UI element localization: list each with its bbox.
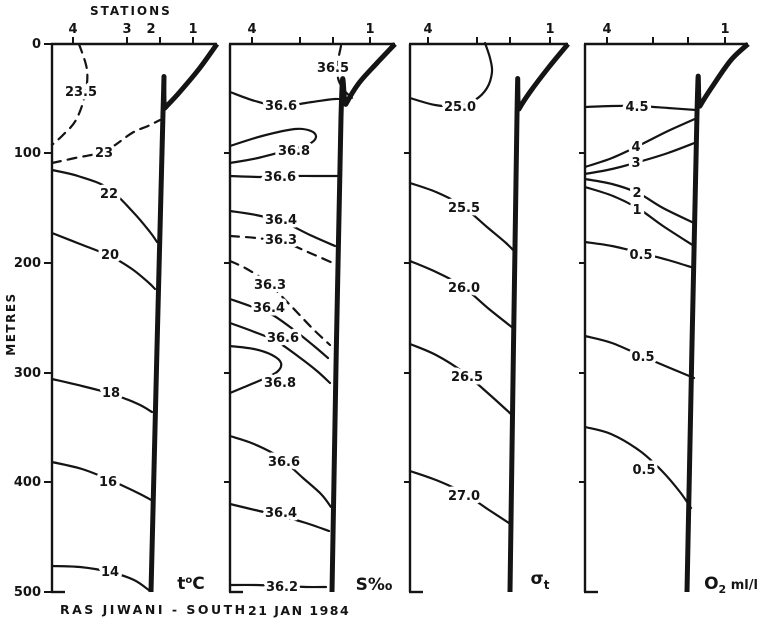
contour-label: 36.8 [278,144,310,159]
depth-axis-label: METRES [4,292,18,356]
figure-caption-location: RAS JIWANI - SOUTH [60,602,248,617]
contour-line [228,234,335,265]
panel-unit-label: toC [177,574,205,594]
contour-label: 0.5 [632,463,655,478]
station-label: 1 [720,22,729,37]
contour-line [408,41,494,108]
contour-line [408,342,514,417]
contour-label: 36.4 [265,213,297,228]
contour-label: 36.3 [265,233,297,248]
depth-tick-label: 400 [14,475,41,490]
contour-label: 36.3 [254,278,286,293]
contour-label: 25.0 [444,100,476,115]
contour-label: 36.6 [267,331,299,346]
depth-tick-label: 200 [14,256,41,271]
contour-line [228,434,333,509]
contour-label: 36.4 [265,506,297,521]
station-label: 4 [68,22,77,37]
contour-label: 36.6 [268,455,300,470]
station-label: 4 [247,22,256,37]
contour-label: 22 [100,187,118,202]
panel-unit-label: σt [531,569,550,592]
contour-label: 14 [101,565,119,580]
contour-line [336,44,354,100]
contour-line [50,118,162,165]
contour-label: 1 [632,203,641,218]
station-label: 1 [188,22,197,37]
contour-line [583,177,696,225]
contour-label: 23.5 [65,85,97,100]
contour-label: 27.0 [448,489,480,504]
coast-line [507,42,570,593]
contour-label: 36.8 [264,376,296,391]
contour-line [583,104,698,112]
contour-label: 0.5 [631,350,654,365]
station-label: 4 [602,22,611,37]
contour-label: 4 [631,140,640,155]
contour-label: 2 [632,186,641,201]
depth-tick-label: 500 [14,585,41,600]
contour-line [50,564,152,593]
station-label: 3 [122,22,131,37]
contour-line [583,116,699,169]
contour-line [228,90,349,108]
contour-line [50,42,89,147]
panel-unit-label: O2 ml/l [704,574,758,596]
contour-line [50,231,157,291]
coast-line [148,42,220,593]
station-label: 2 [146,22,155,37]
coast-line [684,42,750,593]
contour-label: 16 [99,475,117,490]
stations-axis-title: STATIONS [90,4,172,18]
contour-label: 36.5 [317,61,349,76]
contour-label: 36.2 [266,580,298,595]
contour-line [228,583,328,589]
contour-label: 3 [631,156,640,171]
contour-line [583,425,693,510]
contour-line [228,209,337,248]
depth-tick-label: 0 [32,37,41,52]
contour-line [228,127,318,165]
contour-line [408,259,515,330]
contour-line [228,297,330,360]
contour-label: 25.5 [448,201,480,216]
panel-unit-label: S‰ [356,575,393,595]
contour-label: 26.0 [448,281,480,296]
contour-line [583,240,696,270]
contour-line [583,185,696,248]
contour-label: 36.4 [253,301,285,316]
contour-label: 26.5 [451,370,483,385]
contour-label: 4.5 [625,100,648,115]
depth-tick-label: 300 [14,366,41,381]
contour-line [50,168,159,244]
coast-line [329,42,397,593]
contour-line [50,377,154,414]
contour-label: 36.6 [264,170,296,185]
depth-tick-label: 100 [14,146,41,161]
contour-line [228,174,339,179]
contour-line [583,334,696,380]
contour-line [408,469,514,527]
contour-line [228,344,283,395]
contour-line [228,502,331,533]
contour-line [50,460,155,503]
contour-label: 23 [95,146,113,161]
contour-label: 18 [102,386,120,401]
station-label: 1 [545,22,554,37]
station-label: 4 [423,22,432,37]
station-label: 1 [365,22,374,37]
contour-line [228,259,332,347]
contour-label: 20 [101,248,119,263]
contour-label: 0.5 [629,248,652,263]
contour-line [408,181,516,253]
contour-line [583,140,699,176]
contour-line [228,321,332,385]
contour-label: 36.6 [265,99,297,114]
figure-caption-date: 21 JAN 1984 [248,603,351,618]
